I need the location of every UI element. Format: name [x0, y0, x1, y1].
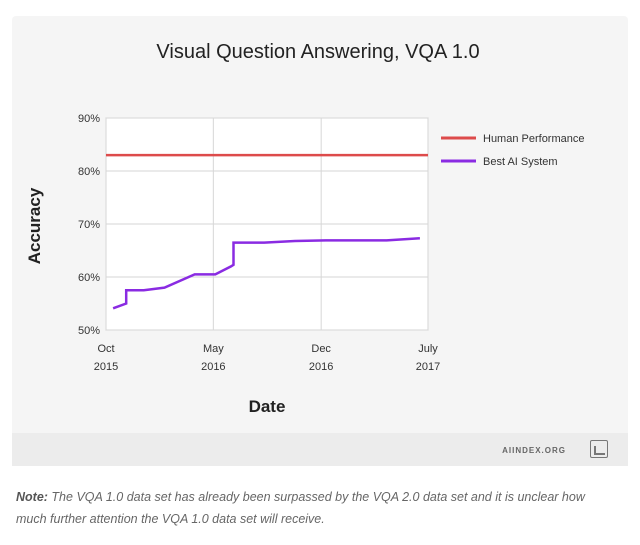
series-layer — [106, 153, 428, 310]
legend-label: Human Performance — [483, 133, 585, 145]
note-lead: Note: — [16, 490, 48, 504]
y-tick-label: 60% — [78, 272, 100, 284]
y-tick-label: 80% — [78, 166, 100, 178]
footer-bar: AIINDEX.ORG — [12, 433, 628, 466]
x-tick-label: July — [418, 343, 438, 355]
x-tick-year-label: 2016 — [201, 361, 225, 373]
footnote: Note: The VQA 1.0 data set has already b… — [16, 486, 616, 530]
note-text: The VQA 1.0 data set has already been su… — [16, 490, 585, 526]
tick-layer: 50% 60% 70% 80% 90% Oct 2015 May 2016 Dec 2016 July… — [78, 113, 440, 373]
y-axis-label: Accuracy — [25, 187, 44, 264]
x-axis-label: Date — [249, 397, 286, 416]
y-tick-label: 70% — [78, 219, 100, 231]
source-label: AIINDEX.ORG — [502, 446, 566, 455]
legend-label: Best AI System — [483, 156, 558, 168]
series-line-best-ai-system — [112, 237, 420, 310]
x-tick-year-label: 2015 — [94, 361, 118, 373]
x-tick-label: Oct — [97, 343, 114, 355]
y-tick-label: 90% — [78, 113, 100, 125]
x-tick-label: Dec — [311, 343, 331, 355]
aiindex-logo-icon — [590, 440, 608, 458]
y-tick-label: 50% — [78, 325, 100, 337]
x-tick-year-label: 2016 — [309, 361, 333, 373]
chart-title: Visual Question Answering, VQA 1.0 — [156, 41, 479, 63]
legend: Human Performance Best AI System — [441, 133, 585, 168]
grid-layer — [105, 117, 429, 331]
x-tick-year-label: 2017 — [416, 361, 440, 373]
x-tick-label: May — [203, 343, 224, 355]
